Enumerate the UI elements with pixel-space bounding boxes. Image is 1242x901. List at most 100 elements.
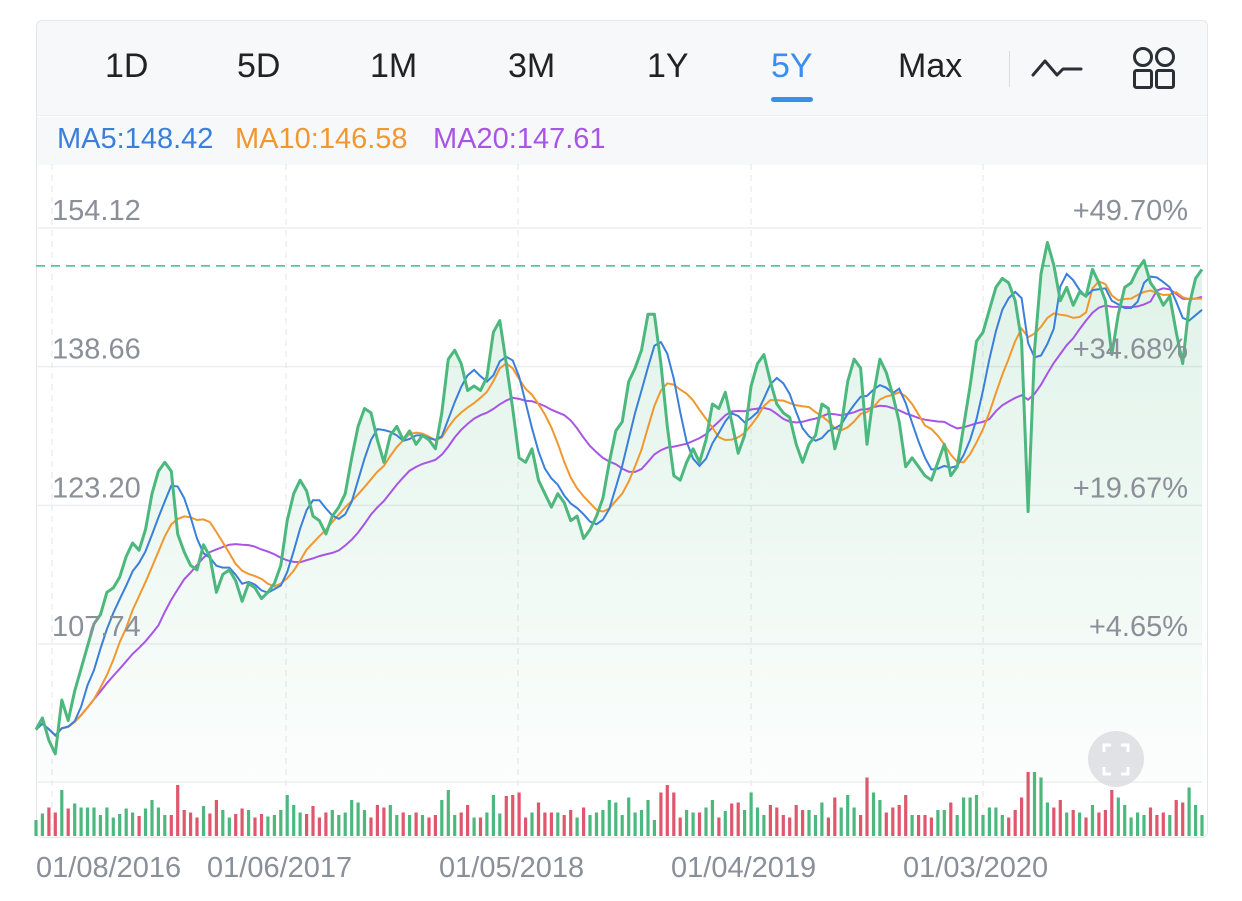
y-tick-label: 123.20 xyxy=(52,472,141,504)
volume-bar xyxy=(807,810,811,836)
active-tab-indicator xyxy=(771,97,813,102)
volume-bar xyxy=(272,815,276,836)
volume-bar xyxy=(1039,777,1043,836)
volume-bar xyxy=(962,797,966,836)
volume-bar xyxy=(1136,812,1140,836)
volume-bar xyxy=(478,817,483,836)
volume-bar xyxy=(330,810,334,836)
volume-bar xyxy=(1110,790,1114,836)
x-tick-label: 01/03/2020 xyxy=(903,852,1049,884)
y-tick-label: 107.74 xyxy=(52,611,141,643)
tab-max[interactable]: Max xyxy=(898,47,963,85)
volume-bar xyxy=(60,790,64,836)
volume-bar xyxy=(878,800,882,836)
volume-bar xyxy=(1181,802,1185,836)
volume-bar xyxy=(73,803,77,836)
volume-bar xyxy=(704,807,708,836)
ma10-line xyxy=(35,280,1202,737)
volume-bar xyxy=(749,792,753,836)
volume-bar xyxy=(685,810,689,836)
volume-bar xyxy=(633,812,637,836)
volume-bar xyxy=(176,785,180,836)
volume-bar xyxy=(987,807,991,836)
volume-bar xyxy=(111,817,115,836)
volume-bar xyxy=(910,815,914,836)
ma5-line xyxy=(35,272,1203,737)
volume-bar xyxy=(79,807,83,836)
volume-bar xyxy=(942,810,946,836)
volume-bar xyxy=(259,814,264,836)
volume-bar xyxy=(710,800,714,836)
volume-bar xyxy=(98,815,102,836)
pct-tick-label: +19.67% xyxy=(1073,472,1188,504)
volume-bar xyxy=(659,792,663,836)
volume-bar xyxy=(1078,812,1082,836)
tab-5y[interactable]: 5Y xyxy=(771,47,813,85)
price-area-fill xyxy=(36,242,1202,780)
volume-bar xyxy=(549,812,553,836)
fullscreen-icon[interactable] xyxy=(1088,731,1144,787)
line-chart-icon[interactable] xyxy=(1031,43,1083,95)
volume-bar xyxy=(871,792,876,836)
moving-average-legend: MA5:148.42 MA10:146.58 MA20:147.61 xyxy=(37,117,1207,165)
volume-bar xyxy=(859,815,863,836)
volume-bar xyxy=(607,800,611,836)
ma10-label: MA10:146.58 xyxy=(235,123,408,155)
volume-bar xyxy=(614,802,618,836)
ma20-line xyxy=(35,287,1203,737)
volume-bar xyxy=(1174,800,1178,836)
volume-bar xyxy=(949,802,953,836)
volume-bar xyxy=(163,815,167,836)
volume-bar xyxy=(279,810,283,836)
volume-bar xyxy=(214,800,218,836)
volume-bar xyxy=(369,817,373,836)
volume-bar xyxy=(324,812,328,836)
ma5-label: MA5:148.42 xyxy=(57,123,214,155)
volume-bar xyxy=(118,814,122,836)
volume-bar xyxy=(929,817,933,836)
volume-bar xyxy=(1000,815,1004,836)
grid-icon[interactable] xyxy=(1129,43,1181,95)
x-tick-label: 01/05/2018 xyxy=(439,852,585,884)
volume-bar xyxy=(375,805,379,836)
pct-tick-label: +4.65% xyxy=(1089,611,1188,643)
volume-bar xyxy=(1148,807,1153,836)
tab-1d[interactable]: 1D xyxy=(105,47,149,85)
volume-bar xyxy=(723,811,727,836)
price-line xyxy=(34,241,1204,756)
volume-bar xyxy=(524,817,528,836)
tab-1y[interactable]: 1Y xyxy=(647,47,689,85)
volume-bar xyxy=(169,815,173,836)
volume-bar xyxy=(92,807,96,836)
volume-bar xyxy=(388,805,392,836)
volume-bar xyxy=(543,812,547,836)
volume-bar xyxy=(311,806,315,836)
tab-1m[interactable]: 1M xyxy=(370,47,418,85)
volume-bar xyxy=(485,812,489,836)
volume-bar xyxy=(1084,817,1088,836)
volume-bar xyxy=(362,810,367,836)
volume-bar xyxy=(678,817,682,836)
volume-bar xyxy=(839,807,843,836)
volume-bar xyxy=(994,807,998,836)
volume-bar xyxy=(781,815,785,836)
tab-3m[interactable]: 3M xyxy=(508,47,556,85)
volume-bar xyxy=(562,815,566,836)
x-axis-labels: 01/08/2016 01/06/2017 01/05/2018 01/04/2… xyxy=(0,852,1242,892)
volume-bar xyxy=(717,817,721,836)
volume-bar xyxy=(189,812,193,836)
volume-bar xyxy=(201,806,206,836)
volume-bar xyxy=(672,792,676,836)
volume-bar xyxy=(459,812,463,836)
tab-5d[interactable]: 5D xyxy=(237,47,281,85)
volume-bar xyxy=(627,797,631,836)
volume-bar xyxy=(414,812,418,836)
volume-bar xyxy=(285,795,289,836)
volume-bar xyxy=(498,813,502,836)
volume-bar xyxy=(897,805,901,836)
volume-bar xyxy=(1007,817,1011,836)
volume-bar xyxy=(968,797,972,836)
volume-bar xyxy=(768,805,772,836)
volume-bar xyxy=(762,815,766,836)
